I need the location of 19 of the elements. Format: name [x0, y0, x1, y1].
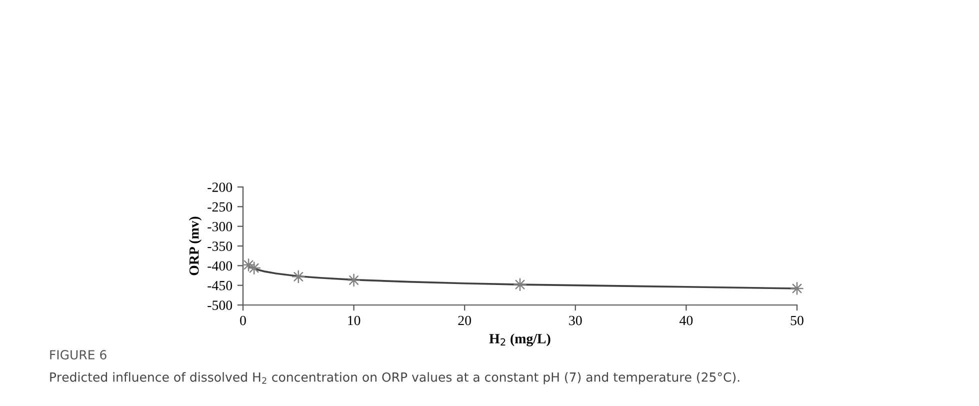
- text: Predicted influence of dissolved H$_{2}$ concentration on ORP values at a constant pH (7) and temperature (25°C).: [50, 372, 740, 384]
- x-tick-label: 40: [680, 316, 693, 326]
- x-axis-title: H$_{2}$ (mg/L): [489, 334, 550, 346]
- x-tick-label: 20: [458, 316, 472, 326]
- y-tick-label: -200: [208, 182, 232, 192]
- y-axis-title: ORP (mv): [188, 216, 202, 276]
- x-tick-label: 50: [790, 316, 804, 326]
- y-tick-label: -450: [208, 280, 232, 290]
- y-tick-label: -350: [208, 242, 232, 251]
- point: [292, 270, 305, 284]
- y-tick-label: -400: [208, 261, 232, 271]
- x-tick-label: 10: [348, 316, 360, 326]
- y-tick-label: -250: [208, 202, 232, 212]
- x-tick-label: 30: [569, 316, 582, 326]
- y-tick-label: -300: [208, 222, 232, 232]
- x-tick-label: 0: [240, 316, 246, 326]
- y-tick-label: -500: [208, 300, 232, 310]
- caption: FIGURE 6: [50, 350, 106, 360]
- point: [347, 274, 360, 287]
